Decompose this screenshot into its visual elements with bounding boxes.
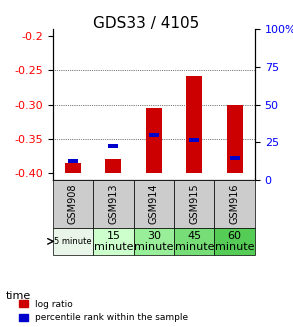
FancyBboxPatch shape	[53, 180, 93, 228]
FancyBboxPatch shape	[93, 228, 134, 255]
Text: GSM908: GSM908	[68, 183, 78, 224]
Text: GSM914: GSM914	[149, 183, 159, 224]
Text: 30
minute: 30 minute	[134, 231, 173, 252]
FancyBboxPatch shape	[174, 228, 214, 255]
Bar	[149, 133, 159, 137]
FancyBboxPatch shape	[93, 180, 134, 228]
Bar	[230, 156, 240, 160]
Bar	[189, 138, 199, 142]
Bar	[146, 108, 162, 173]
Text: time: time	[6, 291, 31, 301]
FancyBboxPatch shape	[134, 180, 174, 228]
Text: 45
minute: 45 minute	[175, 231, 214, 252]
Text: 5 minute: 5 minute	[54, 237, 92, 246]
Text: GSM916: GSM916	[230, 183, 240, 224]
Text: 60
minute: 60 minute	[215, 231, 254, 252]
Bar	[226, 105, 243, 173]
Text: GSM915: GSM915	[189, 183, 199, 224]
Bar	[108, 144, 118, 148]
Text: 15
minute: 15 minute	[94, 231, 133, 252]
Legend: log ratio, percentile rank within the sample: log ratio, percentile rank within the sa…	[19, 300, 188, 322]
Bar	[105, 159, 122, 173]
FancyBboxPatch shape	[53, 228, 93, 255]
Bar	[68, 159, 78, 163]
FancyBboxPatch shape	[134, 228, 174, 255]
Text: GDS33 / 4105: GDS33 / 4105	[93, 16, 200, 31]
Text: GSM913: GSM913	[108, 183, 118, 224]
FancyBboxPatch shape	[214, 228, 255, 255]
Bar	[186, 76, 202, 173]
Bar	[65, 163, 81, 173]
FancyBboxPatch shape	[174, 180, 214, 228]
FancyBboxPatch shape	[214, 180, 255, 228]
